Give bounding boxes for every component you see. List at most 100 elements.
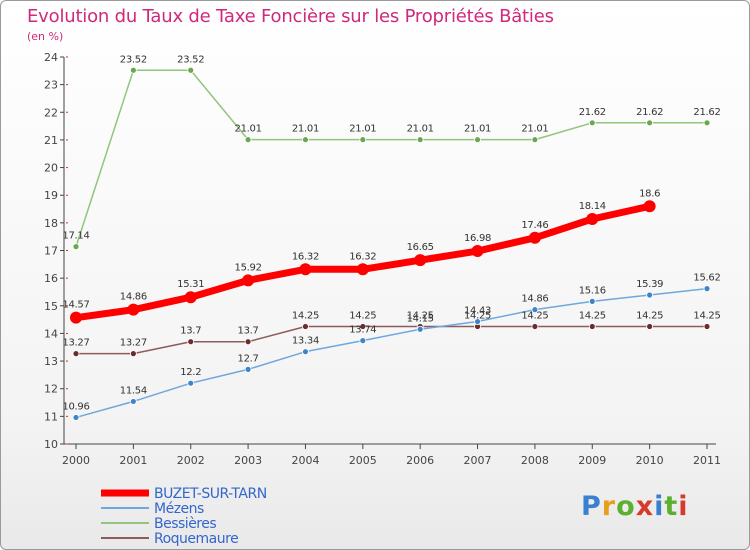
data-label: 14.86 (120, 292, 147, 303)
data-point (474, 318, 481, 325)
y-tick-label: 16 (44, 272, 58, 285)
y-tick-label: 11 (44, 410, 58, 423)
data-label: 15.92 (235, 262, 262, 273)
x-tick-label: 2011 (693, 454, 721, 467)
data-label: 13.27 (62, 338, 89, 349)
y-tick-label: 18 (44, 217, 58, 230)
data-label: 16.32 (349, 251, 376, 262)
proxiti-logo: Proxiti (581, 491, 689, 522)
x-tick-label: 2003 (234, 454, 262, 467)
data-point (72, 350, 80, 358)
data-point (531, 136, 539, 144)
data-label: 21.01 (349, 124, 376, 135)
x-tick-label: 2001 (119, 454, 147, 467)
data-label: 15.39 (636, 279, 663, 290)
data-point (531, 306, 539, 314)
data-label: 12.2 (180, 367, 201, 378)
data-label: 12.7 (238, 353, 259, 364)
data-point (643, 200, 656, 213)
data-label: 14.25 (636, 311, 663, 322)
y-tick-label: 12 (44, 383, 58, 396)
data-point (416, 136, 424, 144)
data-point (703, 285, 711, 293)
data-point (302, 348, 309, 356)
data-label: 16.98 (464, 233, 491, 244)
x-tick-label: 2006 (406, 454, 434, 467)
y-tick-label: 13 (44, 355, 58, 368)
data-label: 14.15 (407, 313, 434, 324)
data-label: 17.14 (62, 231, 89, 242)
data-label: 14.57 (62, 300, 89, 311)
data-label: 13.7 (238, 326, 259, 337)
data-label: 15.16 (579, 285, 606, 296)
data-point (646, 323, 654, 330)
series-line-3 (75, 325, 708, 355)
x-tick-label: 2008 (521, 454, 549, 467)
data-point (359, 323, 367, 330)
data-label: 14.43 (464, 306, 491, 317)
data-label: 14.25 (579, 311, 606, 322)
legend-label: Mézens (154, 501, 204, 517)
y-tick-label: 14 (44, 327, 58, 340)
data-label: 18.14 (579, 201, 606, 212)
legend-label: BUZET-SUR-TARN (154, 486, 267, 502)
chart-subtitle: (en %) (27, 30, 64, 43)
data-label: 23.52 (177, 54, 204, 65)
data-point (244, 136, 252, 144)
y-tick-label: 17 (44, 245, 58, 258)
data-point (531, 323, 539, 330)
data-label: 18.6 (639, 188, 660, 199)
data-point (187, 379, 195, 387)
data-label: 14.25 (292, 311, 319, 322)
data-label: 23.52 (120, 54, 147, 65)
data-point (528, 231, 541, 244)
data-point (244, 338, 252, 346)
x-tick-label: 2009 (578, 454, 606, 467)
data-point (299, 263, 312, 276)
data-label: 21.01 (235, 124, 262, 135)
y-tick-label: 24 (44, 51, 58, 64)
data-label: 15.62 (693, 273, 720, 284)
series-line-1 (75, 287, 708, 419)
data-label: 21.01 (407, 124, 434, 135)
data-label: 14.25 (464, 311, 491, 322)
chart-title: Evolution du Taux de Taxe Foncière sur l… (27, 6, 554, 27)
y-tick-label: 10 (44, 438, 58, 451)
data-point (184, 291, 197, 304)
x-tick-label: 2000 (62, 454, 90, 467)
data-label: 14.25 (521, 311, 548, 322)
data-point (302, 136, 309, 144)
data-label: 17.46 (521, 220, 548, 231)
data-point (127, 303, 140, 316)
data-label: 13.7 (180, 326, 201, 337)
data-label: 21.62 (693, 107, 720, 118)
data-label: 21.01 (464, 124, 491, 135)
data-point (70, 311, 82, 324)
x-tick-label: 2004 (291, 454, 319, 467)
data-label: 13.34 (292, 336, 319, 347)
data-label: 10.96 (62, 401, 89, 412)
data-point (471, 245, 484, 258)
y-tick-label: 19 (44, 189, 58, 202)
data-label: 21.01 (292, 124, 319, 135)
data-point (646, 119, 654, 127)
data-label: 14.25 (349, 311, 376, 322)
data-label: 14.25 (407, 311, 434, 322)
data-label: 21.62 (636, 107, 663, 118)
data-point (359, 136, 367, 144)
data-label: 14.25 (693, 311, 720, 322)
data-point (129, 66, 137, 74)
data-point (416, 325, 424, 333)
data-point (414, 254, 427, 267)
y-tick-label: 23 (44, 79, 58, 92)
y-tick-label: 22 (44, 106, 58, 119)
data-point (588, 297, 596, 305)
data-point (359, 337, 367, 345)
data-point (302, 323, 309, 330)
series-line-2 (75, 69, 708, 248)
data-point (586, 212, 599, 225)
data-label: 11.54 (120, 385, 147, 396)
data-point (703, 323, 711, 330)
